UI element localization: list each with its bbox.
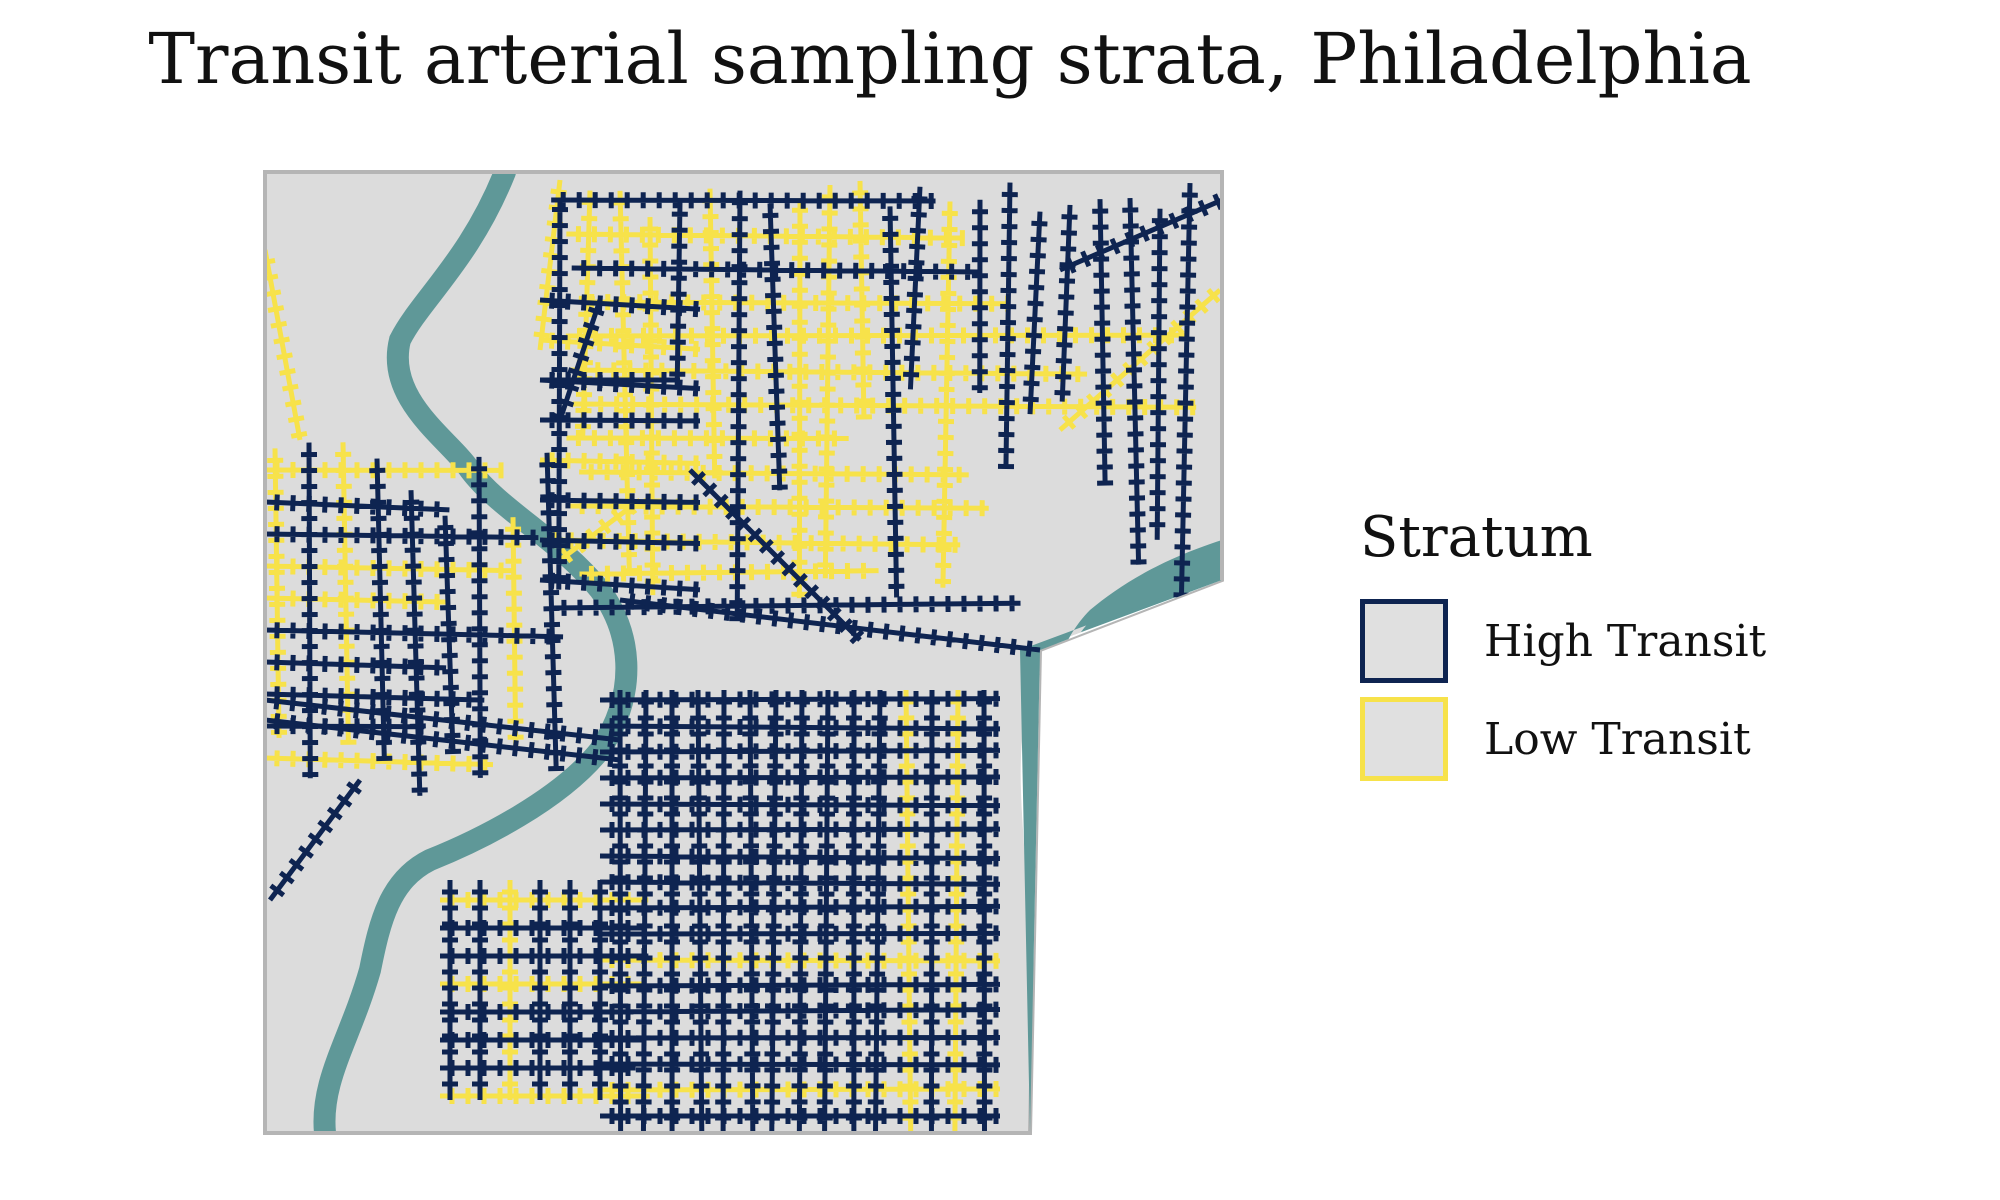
schuylkill-river [313,172,638,1133]
legend: Stratum High Transit Low Transit [1360,505,1766,788]
legend-title: Stratum [1360,505,1593,570]
legend-item-low-transit: Low Transit [1360,690,1766,788]
legend-swatch-high [1360,599,1448,683]
high-transit-streets [265,182,1222,1133]
legend-swatch-low [1360,697,1448,781]
low-transit-streets [265,179,1222,1133]
legend-label-high: High Transit [1484,615,1767,667]
legend-label-low: Low Transit [1484,713,1751,765]
legend-item-high-transit: High Transit [1360,592,1766,690]
map-title: Transit arterial sampling strata, Philad… [148,18,1752,100]
